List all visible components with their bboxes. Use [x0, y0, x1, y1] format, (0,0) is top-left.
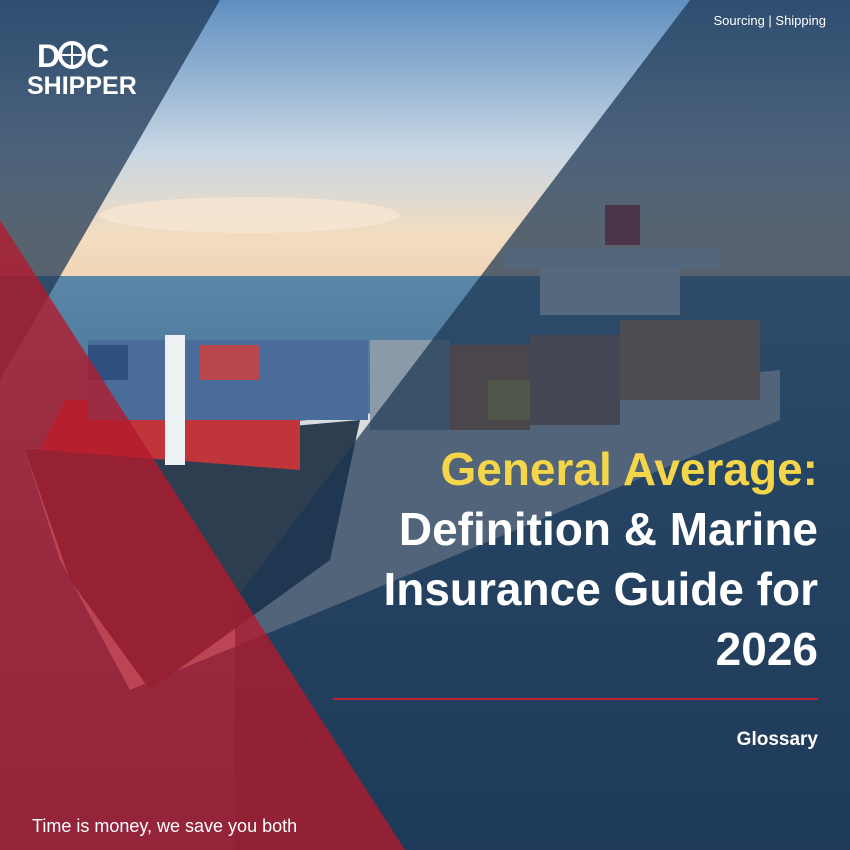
overlay-right: [235, 0, 850, 850]
cloud: [100, 197, 400, 233]
title-line: 2026: [716, 623, 818, 675]
title-line: Definition & Marine: [399, 503, 818, 555]
logo-wordmark: SHIPPER: [27, 72, 137, 100]
logo-letter: C: [86, 38, 109, 74]
logo: D C SHIPPER: [27, 38, 137, 100]
container: [200, 345, 260, 380]
overlay-left: [0, 0, 220, 380]
title-line: Insurance Guide for: [383, 563, 818, 615]
footer: Time is money, we save you both: [32, 816, 297, 836]
logo-letter: D: [37, 38, 60, 74]
tagline: Sourcing | Shipping: [713, 13, 826, 28]
category: Glossary: [737, 729, 819, 750]
title-highlight: General Average:: [440, 443, 818, 495]
overlay-red: [0, 220, 405, 850]
logo-globe-lines: [60, 43, 84, 67]
mast: [165, 335, 185, 465]
